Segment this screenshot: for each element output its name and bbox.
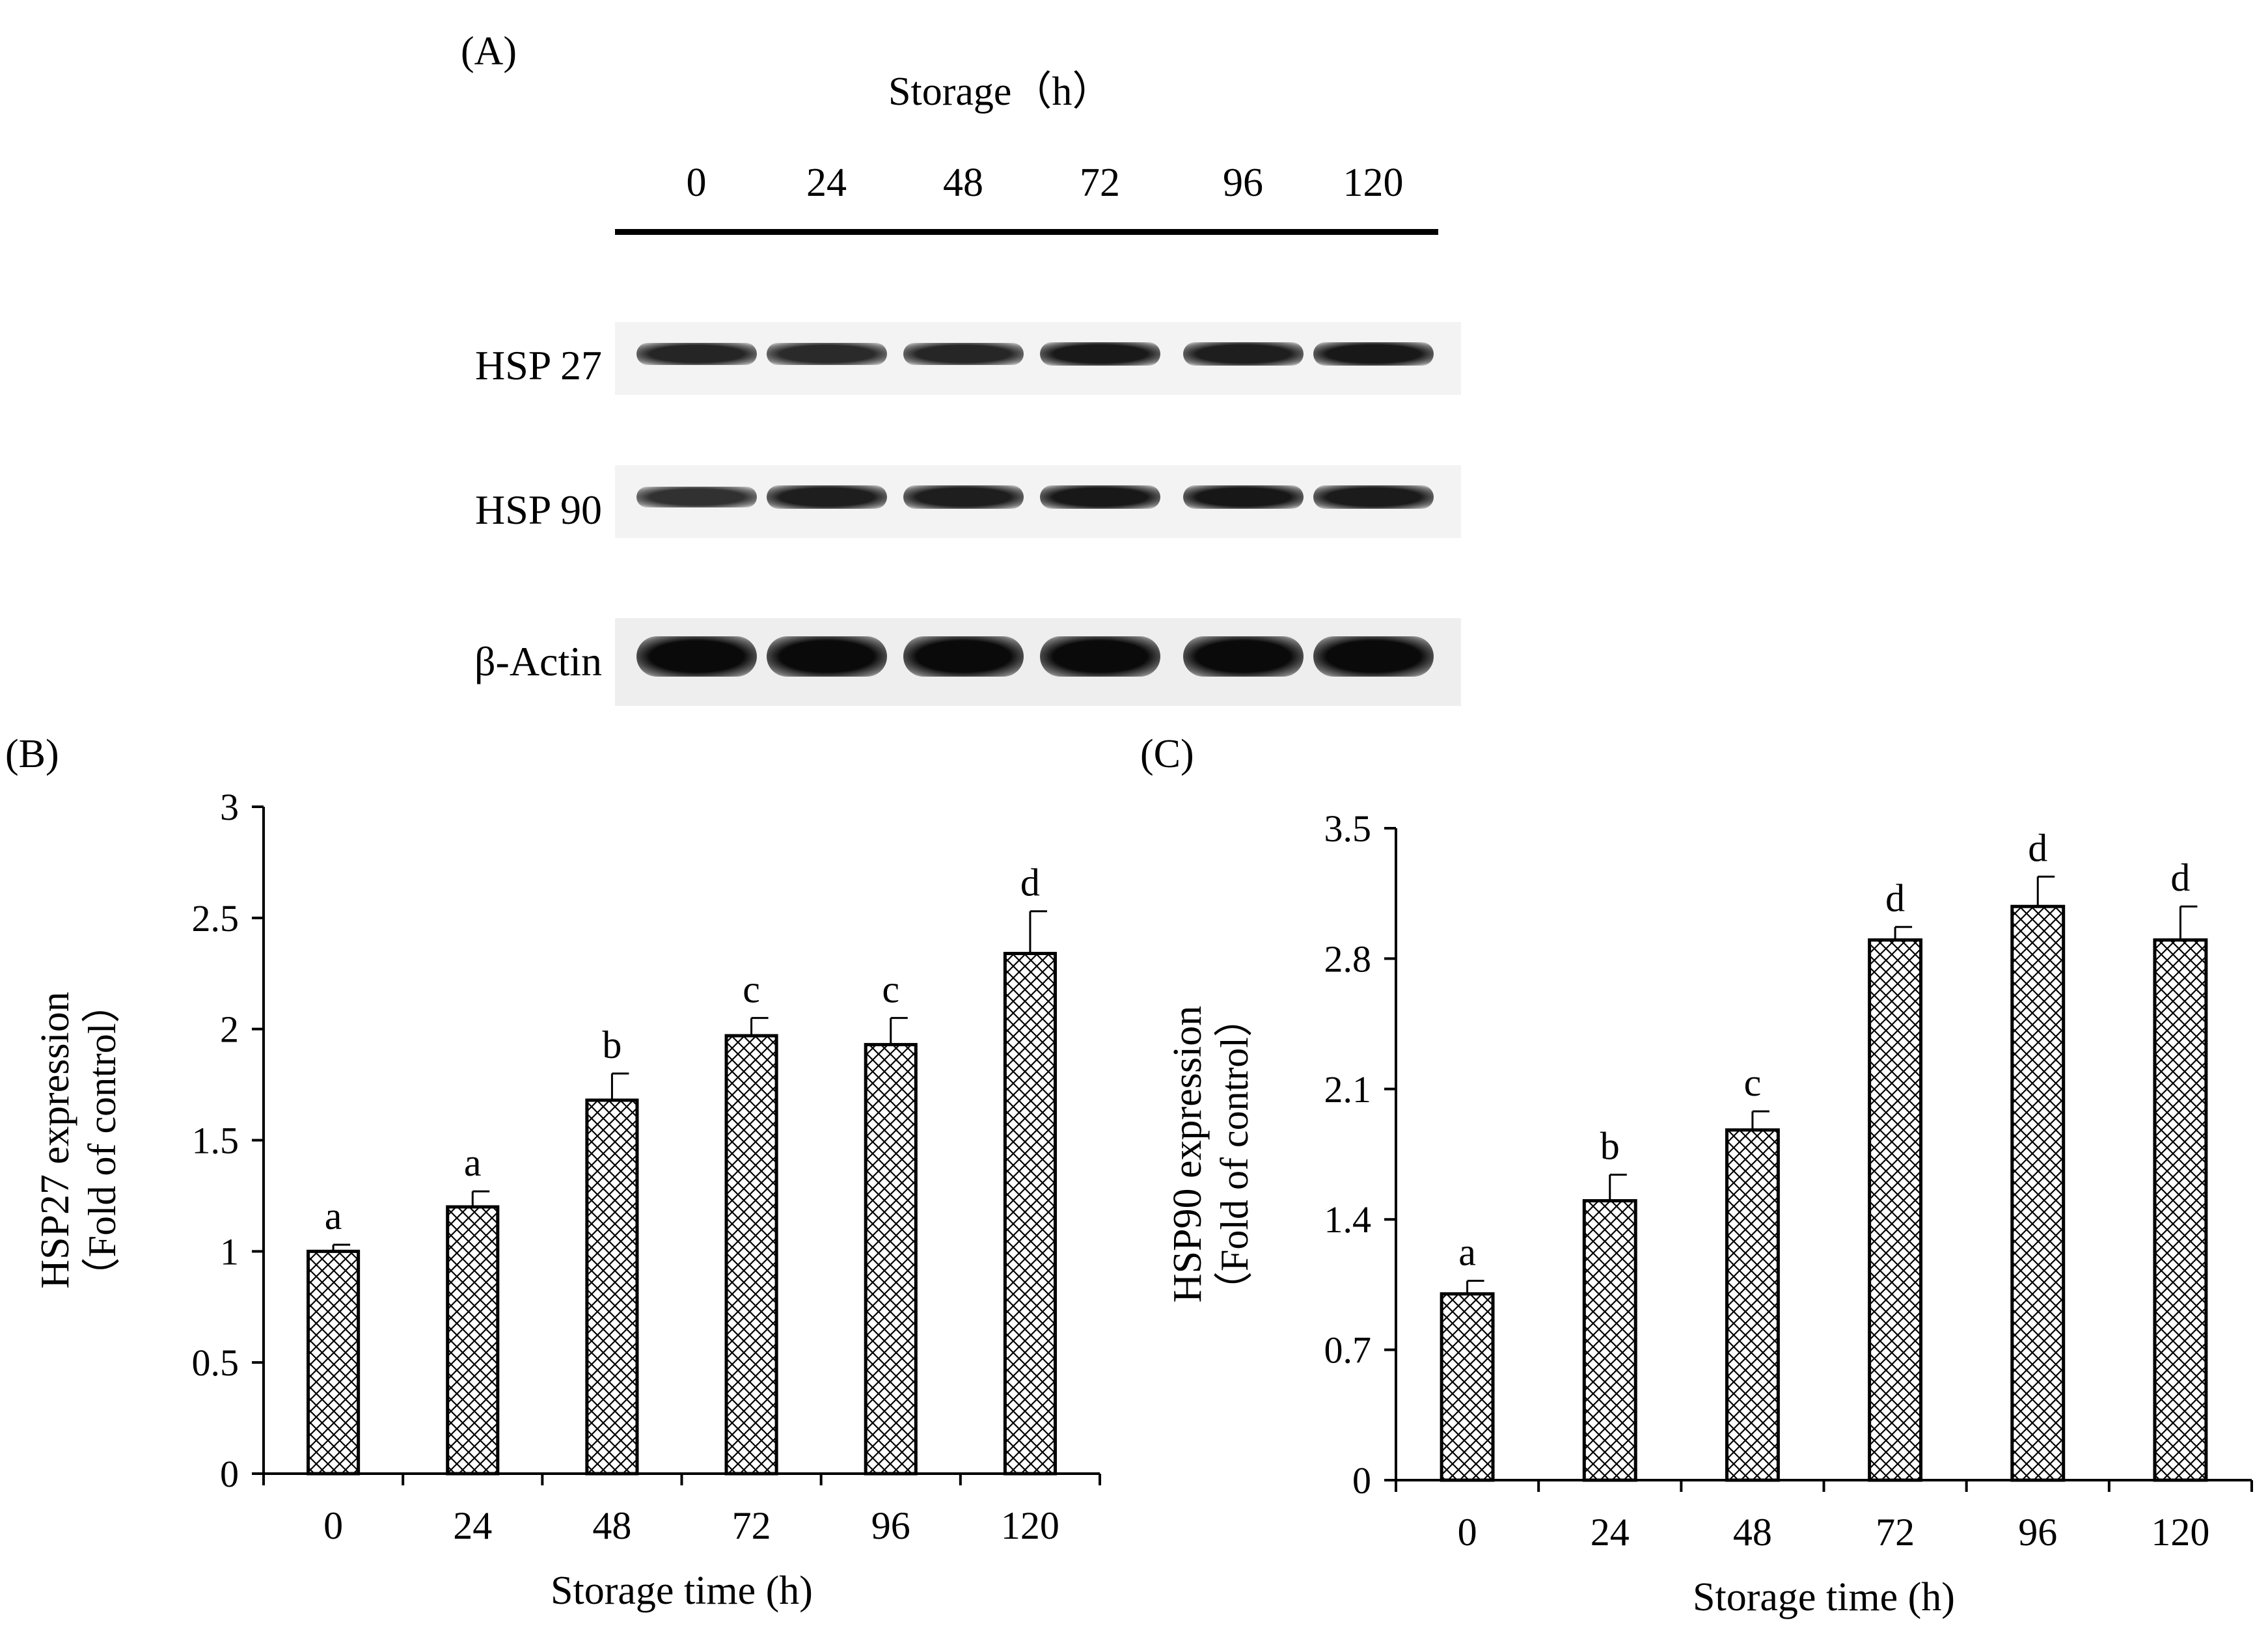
panel-label-c: (C) xyxy=(1140,732,1194,776)
blot-band xyxy=(1182,342,1304,366)
x-tick-label: 48 xyxy=(592,1504,631,1547)
blot-band xyxy=(1182,636,1304,677)
blot-band xyxy=(1182,485,1304,509)
x-tick-label: 0 xyxy=(323,1504,343,1547)
x-tick-label: 96 xyxy=(871,1504,910,1547)
y-tick-label: 0.5 xyxy=(192,1342,239,1384)
y-tick-label: 3 xyxy=(220,786,239,828)
blot-band xyxy=(1039,485,1160,509)
bar xyxy=(724,1034,778,1476)
panel-label-a: (A) xyxy=(461,29,517,74)
blot-band xyxy=(903,485,1024,509)
significance-letter: c xyxy=(882,968,899,1011)
band-label-hsp90: HSP 90 xyxy=(474,487,602,533)
lane-label: 24 xyxy=(806,161,847,205)
y-tick-label: 1 xyxy=(220,1230,239,1273)
y-axis-subtitle: （Fold of control） xyxy=(81,984,124,1297)
y-tick-label: 1.5 xyxy=(192,1120,239,1162)
blot-band xyxy=(636,342,757,366)
x-tick-label: 24 xyxy=(453,1504,492,1547)
y-tick-label: 2 xyxy=(220,1008,239,1051)
panel-label-b: (B) xyxy=(5,732,59,776)
x-tick-label: 120 xyxy=(1001,1504,1059,1547)
bar xyxy=(585,1098,639,1476)
blot-band xyxy=(1313,636,1434,677)
blot-band xyxy=(1313,342,1434,366)
y-axis-title: HSP27 expression xyxy=(33,992,77,1288)
y-tick-label: 0 xyxy=(220,1453,239,1495)
blot-band xyxy=(766,636,887,677)
band-label-hsp27: HSP 27 xyxy=(474,342,602,388)
lane-label: 48 xyxy=(943,161,983,205)
bar xyxy=(307,1249,361,1476)
x-tick-label: 72 xyxy=(732,1504,771,1547)
lane-label: 96 xyxy=(1223,161,1263,205)
y-tick-label: 2.5 xyxy=(192,897,239,939)
blot-band xyxy=(903,636,1024,677)
blot-band xyxy=(1039,342,1160,366)
bar xyxy=(864,1043,918,1476)
x-axis-title: Storage time (h) xyxy=(551,1569,813,1613)
bar xyxy=(1003,952,1057,1476)
significance-letter: d xyxy=(1020,861,1040,904)
lane-label: 0 xyxy=(686,161,707,205)
blot-band xyxy=(636,636,757,677)
blot-band xyxy=(1313,485,1434,509)
significance-letter: b xyxy=(602,1023,622,1066)
band-label-beta-actin: β-Actin xyxy=(474,638,602,684)
lane-header-rule xyxy=(615,229,1438,235)
blot-band xyxy=(766,343,887,365)
significance-letter: a xyxy=(325,1195,342,1237)
significance-letter: c xyxy=(743,968,760,1011)
blot-band xyxy=(766,485,887,509)
blot-band xyxy=(1039,636,1160,677)
bar xyxy=(446,1205,500,1476)
chart-b-content: 0 0.5 1 1.5 2 2.5 3 a 0 a 24 b 48 c 72 c 96 d 120 Storage t… xyxy=(33,786,1101,1613)
significance-letter: a xyxy=(464,1141,482,1184)
blot-title: Storage（h） xyxy=(888,70,1113,114)
lane-label: 72 xyxy=(1080,161,1120,205)
blot-band xyxy=(903,342,1024,366)
blot-band xyxy=(636,486,757,508)
lane-label: 120 xyxy=(1343,161,1404,205)
